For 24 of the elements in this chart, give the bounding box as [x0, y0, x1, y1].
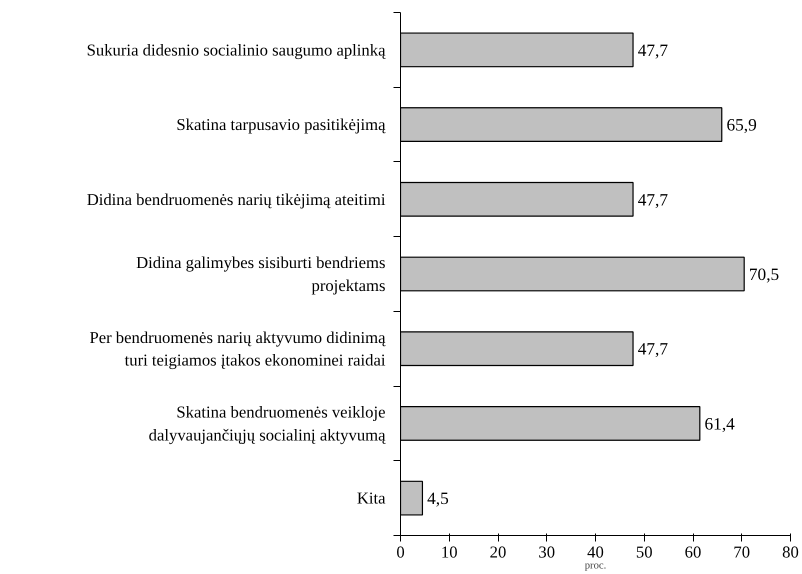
y-tick-label: Per bendruomenės narių aktyvumo didinimą turi teigiamos įtakos ekonominei raidai — [89, 328, 386, 370]
y-tick-label: Didina bendruomenės narių tikėjimą ateitimi — [86, 190, 386, 209]
y-tick-label: Skatina bendruomenės veikloje dalyvaujančiųjų socialinį aktyvumą — [148, 402, 386, 444]
data-label: 47,7 — [638, 40, 668, 60]
y-tick-label: Didina galimybes sisiburti bendriems projektams — [136, 253, 386, 295]
y-tick-label: Skatina tarpusavio pasitikėjimą — [176, 115, 386, 134]
x-tick-label: 0 — [396, 542, 405, 562]
x-tick-label: 70 — [733, 542, 750, 562]
x-tick-label: 80 — [782, 542, 799, 562]
data-label: 4,5 — [427, 489, 449, 508]
x-tick-label: 50 — [636, 542, 653, 562]
x-tick-label: 20 — [490, 542, 506, 562]
data-label: 61,4 — [704, 414, 736, 434]
data-label: 47,7 — [638, 190, 668, 210]
data-label: 70,5 — [748, 265, 780, 284]
data-label: 47,7 — [638, 340, 668, 359]
y-tick-label: Kita — [356, 488, 386, 508]
data-label: 65,9 — [726, 116, 757, 135]
x-tick-label: 40 — [587, 542, 604, 562]
x-tick-label: 60 — [684, 542, 702, 562]
y-tick-label: Sukuria didesnio socialinio saugumo aplinką — [86, 40, 386, 60]
x-tick-label: 10 — [440, 542, 458, 562]
x-axis-title: proc. — [584, 560, 606, 572]
x-tick-label: 30 — [538, 542, 556, 562]
